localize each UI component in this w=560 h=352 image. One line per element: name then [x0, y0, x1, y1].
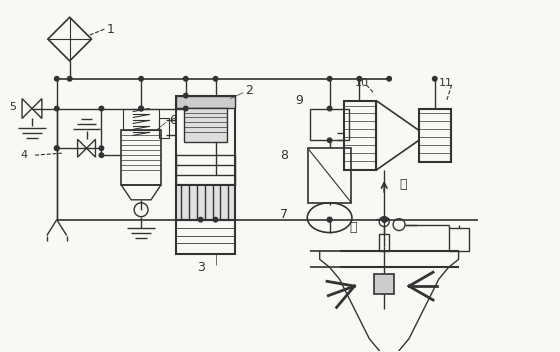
Bar	[449, 228, 469, 251]
Circle shape	[99, 106, 104, 112]
Text: 9: 9	[295, 94, 303, 107]
Circle shape	[326, 76, 333, 82]
Circle shape	[381, 217, 387, 222]
Bar	[122, 130, 161, 185]
Circle shape	[356, 76, 362, 82]
Circle shape	[54, 76, 60, 82]
Bar	[374, 274, 394, 294]
Text: 1: 1	[106, 23, 114, 36]
Text: 关: 关	[349, 221, 357, 234]
Circle shape	[138, 76, 144, 82]
Circle shape	[326, 137, 333, 143]
Circle shape	[183, 93, 189, 99]
Circle shape	[213, 76, 218, 82]
Circle shape	[99, 152, 104, 158]
Circle shape	[326, 217, 333, 222]
Bar	[176, 96, 235, 185]
Bar	[176, 185, 235, 220]
Bar	[176, 220, 235, 254]
Text: 5: 5	[9, 102, 16, 112]
Circle shape	[381, 217, 387, 222]
Circle shape	[326, 106, 333, 112]
Circle shape	[432, 76, 438, 82]
Circle shape	[183, 76, 189, 82]
Circle shape	[326, 217, 333, 222]
Circle shape	[54, 145, 60, 151]
Text: 11: 11	[438, 78, 452, 88]
Text: 6: 6	[169, 114, 177, 127]
Text: 7: 7	[280, 208, 288, 221]
Circle shape	[386, 76, 392, 82]
Bar	[176, 155, 235, 185]
Text: 3: 3	[197, 261, 204, 274]
Bar	[344, 101, 376, 170]
Circle shape	[99, 145, 104, 151]
Circle shape	[54, 145, 60, 151]
Bar	[159, 119, 169, 138]
Circle shape	[198, 217, 204, 222]
Circle shape	[138, 106, 144, 112]
Circle shape	[213, 217, 218, 222]
Text: 8: 8	[280, 149, 288, 162]
Bar	[310, 108, 349, 140]
Bar	[308, 148, 352, 203]
Circle shape	[67, 76, 73, 82]
Circle shape	[138, 106, 144, 112]
Bar	[184, 108, 227, 142]
Text: 关: 关	[399, 178, 407, 191]
Bar	[176, 96, 235, 108]
Bar	[123, 108, 159, 130]
Text: 10: 10	[354, 78, 368, 88]
Bar	[419, 108, 451, 162]
Text: 2: 2	[245, 84, 253, 97]
Circle shape	[54, 106, 60, 112]
Bar	[379, 233, 389, 251]
Text: 4: 4	[20, 150, 27, 160]
Circle shape	[183, 106, 189, 112]
